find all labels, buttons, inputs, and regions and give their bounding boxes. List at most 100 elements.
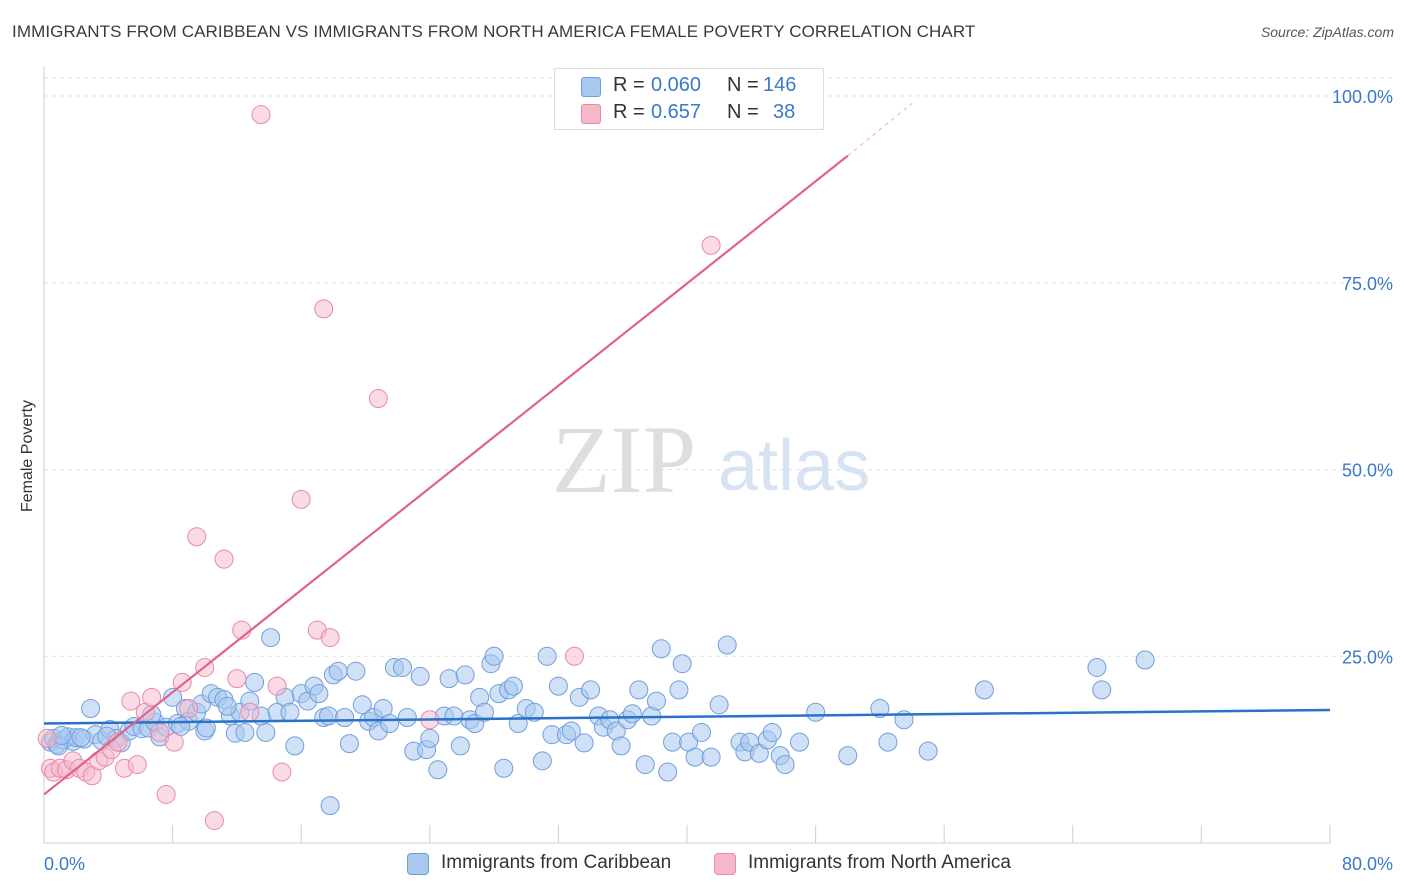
x-tick-label: 0.0% — [44, 854, 85, 874]
caribbean-point — [196, 718, 216, 738]
series-north-america-points — [37, 82, 721, 831]
caribbean-point — [635, 755, 655, 775]
north-america-point — [251, 105, 271, 125]
caribbean-point — [709, 695, 729, 715]
caribbean-point — [285, 736, 305, 756]
caribbean-point — [503, 676, 523, 696]
north-america-trend-extension — [847, 103, 913, 157]
caribbean-point — [701, 747, 721, 767]
caribbean-point — [629, 680, 649, 700]
legend-n-value: 146 — [763, 74, 797, 96]
north-america-point — [564, 646, 584, 666]
north-america-trend-line — [43, 154, 849, 796]
legend-r-value: 0.657 — [651, 101, 702, 123]
north-america-point — [214, 549, 234, 569]
caribbean-point — [548, 676, 568, 696]
watermark: ZIP atlas — [552, 406, 870, 513]
caribbean-point — [1087, 657, 1107, 677]
bottom-legend-swatch-north-america — [714, 853, 736, 875]
north-america-point — [272, 762, 292, 782]
bottom-legend-label-north-america: Immigrants from North America — [748, 852, 1011, 873]
caribbean-point — [261, 628, 281, 648]
caribbean-point — [328, 661, 348, 681]
north-america-point — [240, 702, 260, 722]
caribbean-point — [806, 702, 826, 722]
legend-r-value: 0.060 — [651, 74, 702, 96]
legend-n-value: 38 — [773, 101, 796, 123]
north-america-point — [291, 489, 311, 509]
grid-lines — [44, 77, 1392, 657]
caribbean-point — [450, 736, 470, 756]
caribbean-point — [775, 755, 795, 775]
legend-row-north-america: R = 0.657 N = 38 — [555, 101, 823, 127]
source-label: Source: ZipAtlas.com — [1260, 24, 1394, 40]
caribbean-point — [663, 732, 683, 752]
legend-swatch-north-america — [581, 104, 601, 124]
caribbean-point — [974, 680, 994, 700]
caribbean-point — [163, 687, 183, 707]
caribbean-point — [319, 706, 339, 726]
bottom-legend-swatch-caribbean — [407, 853, 429, 875]
caribbean-point — [672, 654, 692, 674]
caribbean-point — [561, 721, 581, 741]
watermark-atlas: atlas — [718, 426, 870, 506]
x-tick-label: 80.0% — [1342, 854, 1393, 874]
north-america-point — [142, 687, 162, 707]
caribbean-point — [685, 747, 705, 767]
caribbean-point — [81, 699, 101, 719]
correlation-legend: R = 0.060 N = 146 R = 0.657 N = 38 — [554, 68, 824, 130]
caribbean-point — [622, 704, 642, 724]
legend-r-label: R = — [613, 74, 645, 96]
caribbean-point — [217, 696, 237, 716]
y-tick-label: 25.0% — [1342, 647, 1393, 667]
caribbean-point — [484, 646, 504, 666]
caribbean-point — [532, 751, 552, 771]
legend-n-label: N = — [727, 101, 759, 123]
caribbean-point — [1135, 650, 1155, 670]
caribbean-point — [410, 666, 430, 686]
caribbean-point — [346, 661, 366, 681]
caribbean-point — [581, 680, 601, 700]
bottom-legend-north-america: Immigrants from North America — [714, 852, 1054, 876]
caribbean-point — [380, 713, 400, 733]
caribbean-point — [339, 734, 359, 754]
caribbean-point — [717, 635, 737, 655]
north-america-point — [127, 755, 147, 775]
north-america-point — [164, 732, 184, 752]
caribbean-point — [392, 657, 412, 677]
caribbean-point — [537, 646, 557, 666]
north-america-point — [187, 527, 207, 547]
caribbean-point — [838, 746, 858, 766]
north-america-point — [320, 628, 340, 648]
caribbean-point — [428, 760, 448, 780]
tick-labels: 25.0% 50.0% 75.0% 100.0% 0.0% 80.0% — [44, 87, 1393, 874]
north-america-point — [121, 691, 141, 711]
caribbean-point — [280, 702, 300, 722]
caribbean-point — [878, 732, 898, 752]
caribbean-point — [691, 722, 711, 742]
caribbean-point — [439, 669, 459, 689]
caribbean-point — [1092, 680, 1112, 700]
north-america-point — [37, 728, 57, 748]
caribbean-point — [235, 722, 255, 742]
caribbean-point — [420, 728, 440, 748]
caribbean-point — [524, 702, 544, 722]
legend-n-label: N = — [727, 74, 759, 96]
north-america-point — [701, 235, 721, 255]
axes — [43, 66, 1331, 844]
north-america-point — [267, 676, 287, 696]
caribbean-point — [651, 639, 671, 659]
caribbean-point — [455, 665, 475, 685]
watermark-zip: ZIP — [552, 406, 696, 513]
caribbean-point — [352, 695, 372, 715]
caribbean-point — [646, 691, 666, 711]
caribbean-point — [71, 728, 91, 748]
legend-swatch-caribbean — [581, 77, 601, 97]
north-america-point — [368, 389, 388, 409]
north-america-point — [204, 811, 224, 831]
y-tick-label: 100.0% — [1332, 87, 1393, 107]
caribbean-point — [669, 680, 689, 700]
chart-title: IMMIGRANTS FROM CARIBBEAN VS IMMIGRANTS … — [12, 22, 976, 41]
caribbean-point — [790, 732, 810, 752]
